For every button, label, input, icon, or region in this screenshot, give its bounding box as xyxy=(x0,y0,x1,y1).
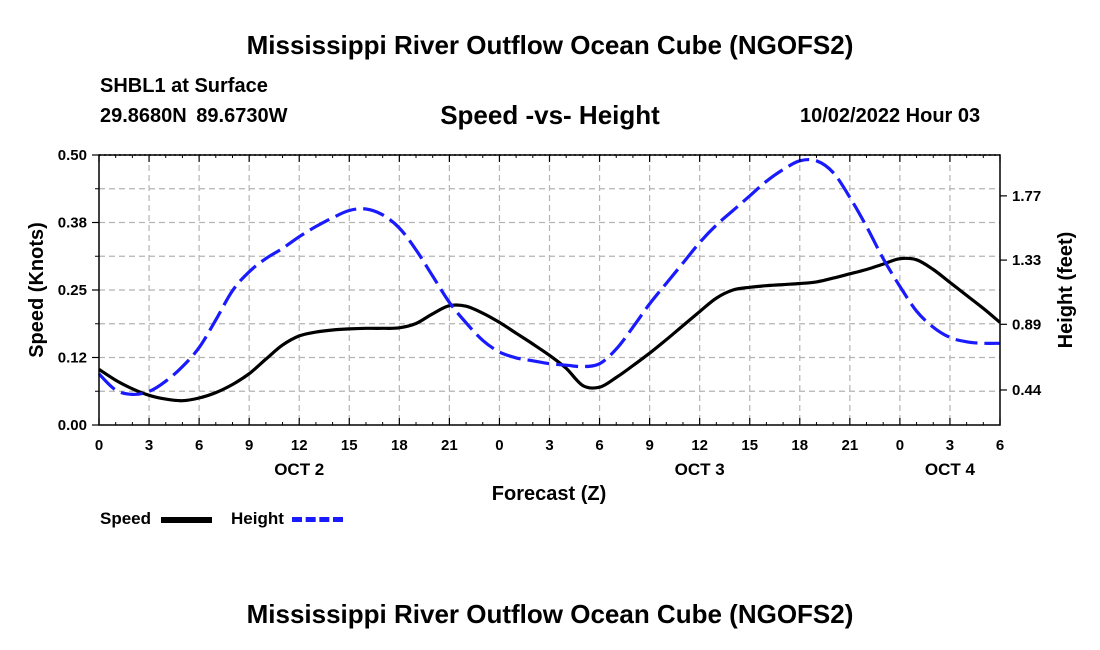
y-tick-label: 0.00 xyxy=(58,417,87,434)
x-tick-label: 3 xyxy=(545,437,553,454)
y2-tick-label: 0.44 xyxy=(1012,382,1042,399)
date-label: OCT 3 xyxy=(675,460,725,479)
x-axis-label: Forecast (Z) xyxy=(492,483,606,505)
x-tick-label: 3 xyxy=(946,437,954,454)
y-tick-label: 0.38 xyxy=(58,215,87,232)
x-tick-label: 9 xyxy=(245,437,253,454)
station-label: SHBL1 at Surface xyxy=(100,75,268,97)
y2-tick-label: 0.89 xyxy=(1012,316,1041,333)
x-tick-label: 0 xyxy=(495,437,503,454)
chart-subtitle: Speed -vs- Height xyxy=(440,100,660,130)
date-label: OCT 2 xyxy=(274,460,324,479)
x-tick-label: 0 xyxy=(95,437,103,454)
grid-layer xyxy=(99,154,1000,425)
x-tick-label: 9 xyxy=(645,437,653,454)
x-tick-label: 12 xyxy=(291,437,308,454)
speed-series-line xyxy=(98,256,1002,403)
x-tick-label: 6 xyxy=(595,437,603,454)
datetime-label: 10/02/2022 Hour 03 xyxy=(800,105,981,127)
x-tick-label: 15 xyxy=(341,437,358,454)
x-tick-label: 21 xyxy=(841,437,858,454)
legend-height-swatch xyxy=(292,517,343,522)
y-tick-label: 0.25 xyxy=(58,282,87,299)
x-tick-label: 15 xyxy=(741,437,758,454)
series-layer xyxy=(97,157,1002,403)
y2-axis-label: Height (feet) xyxy=(1055,232,1077,349)
y-axis-label: Speed (Knots) xyxy=(26,222,48,358)
legend-speed-label: Speed xyxy=(100,509,152,528)
legend-height-label: Height xyxy=(231,509,284,528)
main-title: Mississippi River Outflow Ocean Cube (NG… xyxy=(246,30,854,60)
bottom-title: Mississippi River Outflow Ocean Cube (NG… xyxy=(246,599,854,629)
y-tick-label: 0.12 xyxy=(58,350,87,367)
y-tick-label: 0.50 xyxy=(58,147,87,164)
date-label: OCT 4 xyxy=(925,460,976,479)
axis-layer: 0 3 6 9 12 15 18 21 0 3 6 9 12 15 18 21 0 3 6 OCT 2 OCT 3 OCT… xyxy=(58,147,1042,479)
x-tick-label: 12 xyxy=(691,437,708,454)
y2-tick-label: 1.33 xyxy=(1012,252,1041,269)
x-tick-label: 18 xyxy=(391,437,408,454)
height-series-line xyxy=(97,157,1001,397)
legend-speed-swatch xyxy=(161,517,212,523)
x-tick-label: 0 xyxy=(896,437,904,454)
x-tick-label: 6 xyxy=(996,437,1004,454)
coordinates-label: 29.8680N 89.6730W xyxy=(100,105,288,127)
x-tick-label: 3 xyxy=(145,437,153,454)
x-tick-label: 6 xyxy=(195,437,203,454)
y2-tick-label: 1.77 xyxy=(1012,188,1041,205)
x-tick-label: 18 xyxy=(791,437,808,454)
x-tick-label: 21 xyxy=(441,437,458,454)
